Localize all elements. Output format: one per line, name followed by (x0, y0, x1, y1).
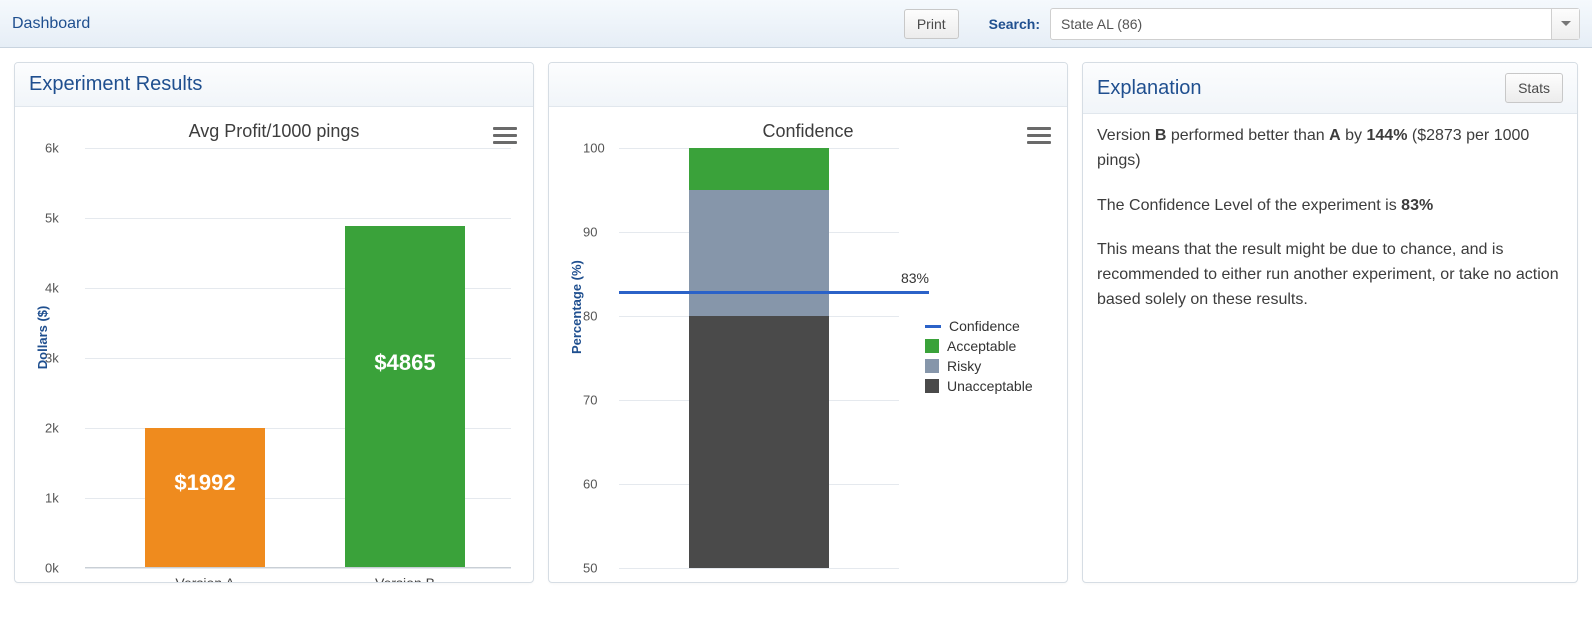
legend-swatch (925, 325, 941, 328)
stats-button[interactable]: Stats (1505, 73, 1563, 103)
chart-title: Avg Profit/1000 pings (29, 121, 519, 142)
print-button[interactable]: Print (904, 9, 959, 39)
legend-item-confidence: Confidence (925, 318, 1033, 334)
y-tick-label: 3k (45, 351, 59, 366)
explanation-panel: Explanation Stats Version B performed be… (1082, 62, 1578, 583)
profit-chart: Avg Profit/1000 pings Dollars ($) 0k1k2k… (29, 121, 519, 568)
text-bold: A (1329, 127, 1341, 144)
chart-plot-area: 506070809010083% (619, 148, 899, 568)
search-select-value: State AL (86) (1051, 16, 1551, 32)
y-tick-label: 2k (45, 421, 59, 436)
legend-label: Confidence (949, 318, 1020, 334)
legend-label: Unacceptable (947, 378, 1033, 394)
chevron-down-icon (1561, 21, 1571, 26)
legend-swatch (925, 359, 939, 373)
legend-item-acceptable: Acceptable (925, 338, 1033, 354)
legend-swatch (925, 379, 939, 393)
experiment-results-panel: Experiment Results Avg Profit/1000 pings… (14, 62, 534, 583)
chart-title: Confidence (563, 121, 1053, 142)
y-tick-label: 80 (583, 309, 597, 324)
chart-legend: Confidence Acceptable Risky Unacceptable (925, 318, 1033, 568)
page-title: Dashboard (12, 15, 904, 33)
bar-version-b: $4865 (345, 226, 465, 567)
y-tick-label: 60 (583, 477, 597, 492)
text: by (1341, 127, 1367, 144)
legend-label: Acceptable (947, 338, 1016, 354)
x-tick-label: Version B (345, 575, 465, 583)
search-select[interactable]: State AL (86) (1050, 8, 1580, 40)
segment-risky (689, 190, 829, 316)
search-label: Search: (989, 16, 1040, 32)
y-tick-label: 70 (583, 393, 597, 408)
bar-value-label: $4865 (345, 350, 465, 376)
panel-body: Avg Profit/1000 pings Dollars ($) 0k1k2k… (15, 107, 533, 582)
explain-line-3: This means that the result might be due … (1097, 238, 1563, 312)
y-tick-label: 0k (45, 561, 59, 576)
text: Version (1097, 127, 1155, 144)
chart-menu-icon[interactable] (1027, 123, 1051, 147)
panel-title: Explanation (1097, 77, 1505, 100)
confidence-line-label: 83% (901, 270, 929, 286)
explain-line-1: Version B performed better than A by 144… (1097, 124, 1563, 174)
text-bold: 144% (1367, 127, 1408, 144)
y-axis-label: Percentage (%) (569, 260, 584, 354)
explain-line-2: The Confidence Level of the experiment i… (1097, 194, 1563, 219)
y-tick-label: 6k (45, 141, 59, 156)
panel-header: Experiment Results (15, 63, 533, 107)
legend-label: Risky (947, 358, 981, 374)
chart-menu-icon[interactable] (493, 123, 517, 147)
y-tick-label: 100 (583, 141, 605, 156)
x-tick-label: Version A (145, 575, 265, 583)
confidence-stack (689, 148, 829, 568)
y-tick-label: 5k (45, 211, 59, 226)
bar-value-label: $1992 (145, 470, 265, 496)
gridline (619, 568, 899, 569)
gridline (85, 568, 511, 569)
topbar: Dashboard Print Search: State AL (86) (0, 0, 1592, 48)
text-bold: 83% (1401, 197, 1433, 214)
text: The Confidence Level of the experiment i… (1097, 197, 1401, 214)
legend-item-risky: Risky (925, 358, 1033, 374)
confidence-line (619, 291, 929, 294)
y-tick-label: 50 (583, 561, 597, 576)
legend-item-unacceptable: Unacceptable (925, 378, 1033, 394)
bar-version-a: $1992 (145, 428, 265, 567)
panel-header: Explanation Stats (1083, 63, 1577, 114)
panels-row: Experiment Results Avg Profit/1000 pings… (0, 48, 1592, 597)
gridline (85, 218, 511, 219)
segment-acceptable (689, 148, 829, 190)
text: performed better than (1166, 127, 1329, 144)
chart-plot-area: 0k1k2k3k4k5k6k$1992Version A$4865Version… (85, 148, 511, 568)
y-tick-label: 90 (583, 225, 597, 240)
panel-body: Version B performed better than A by 144… (1083, 114, 1577, 347)
search-select-arrow[interactable] (1551, 9, 1579, 39)
gridline (85, 148, 511, 149)
text-bold: B (1155, 127, 1167, 144)
confidence-panel: Confidence Percentage (%) 50607080901008… (548, 62, 1068, 583)
panel-title: Experiment Results (29, 73, 519, 96)
panel-body: Confidence Percentage (%) 50607080901008… (549, 107, 1067, 582)
panel-header (549, 63, 1067, 107)
segment-unacceptable (689, 316, 829, 568)
y-tick-label: 4k (45, 281, 59, 296)
legend-swatch (925, 339, 939, 353)
confidence-chart: Confidence Percentage (%) 50607080901008… (563, 121, 1053, 568)
y-tick-label: 1k (45, 491, 59, 506)
